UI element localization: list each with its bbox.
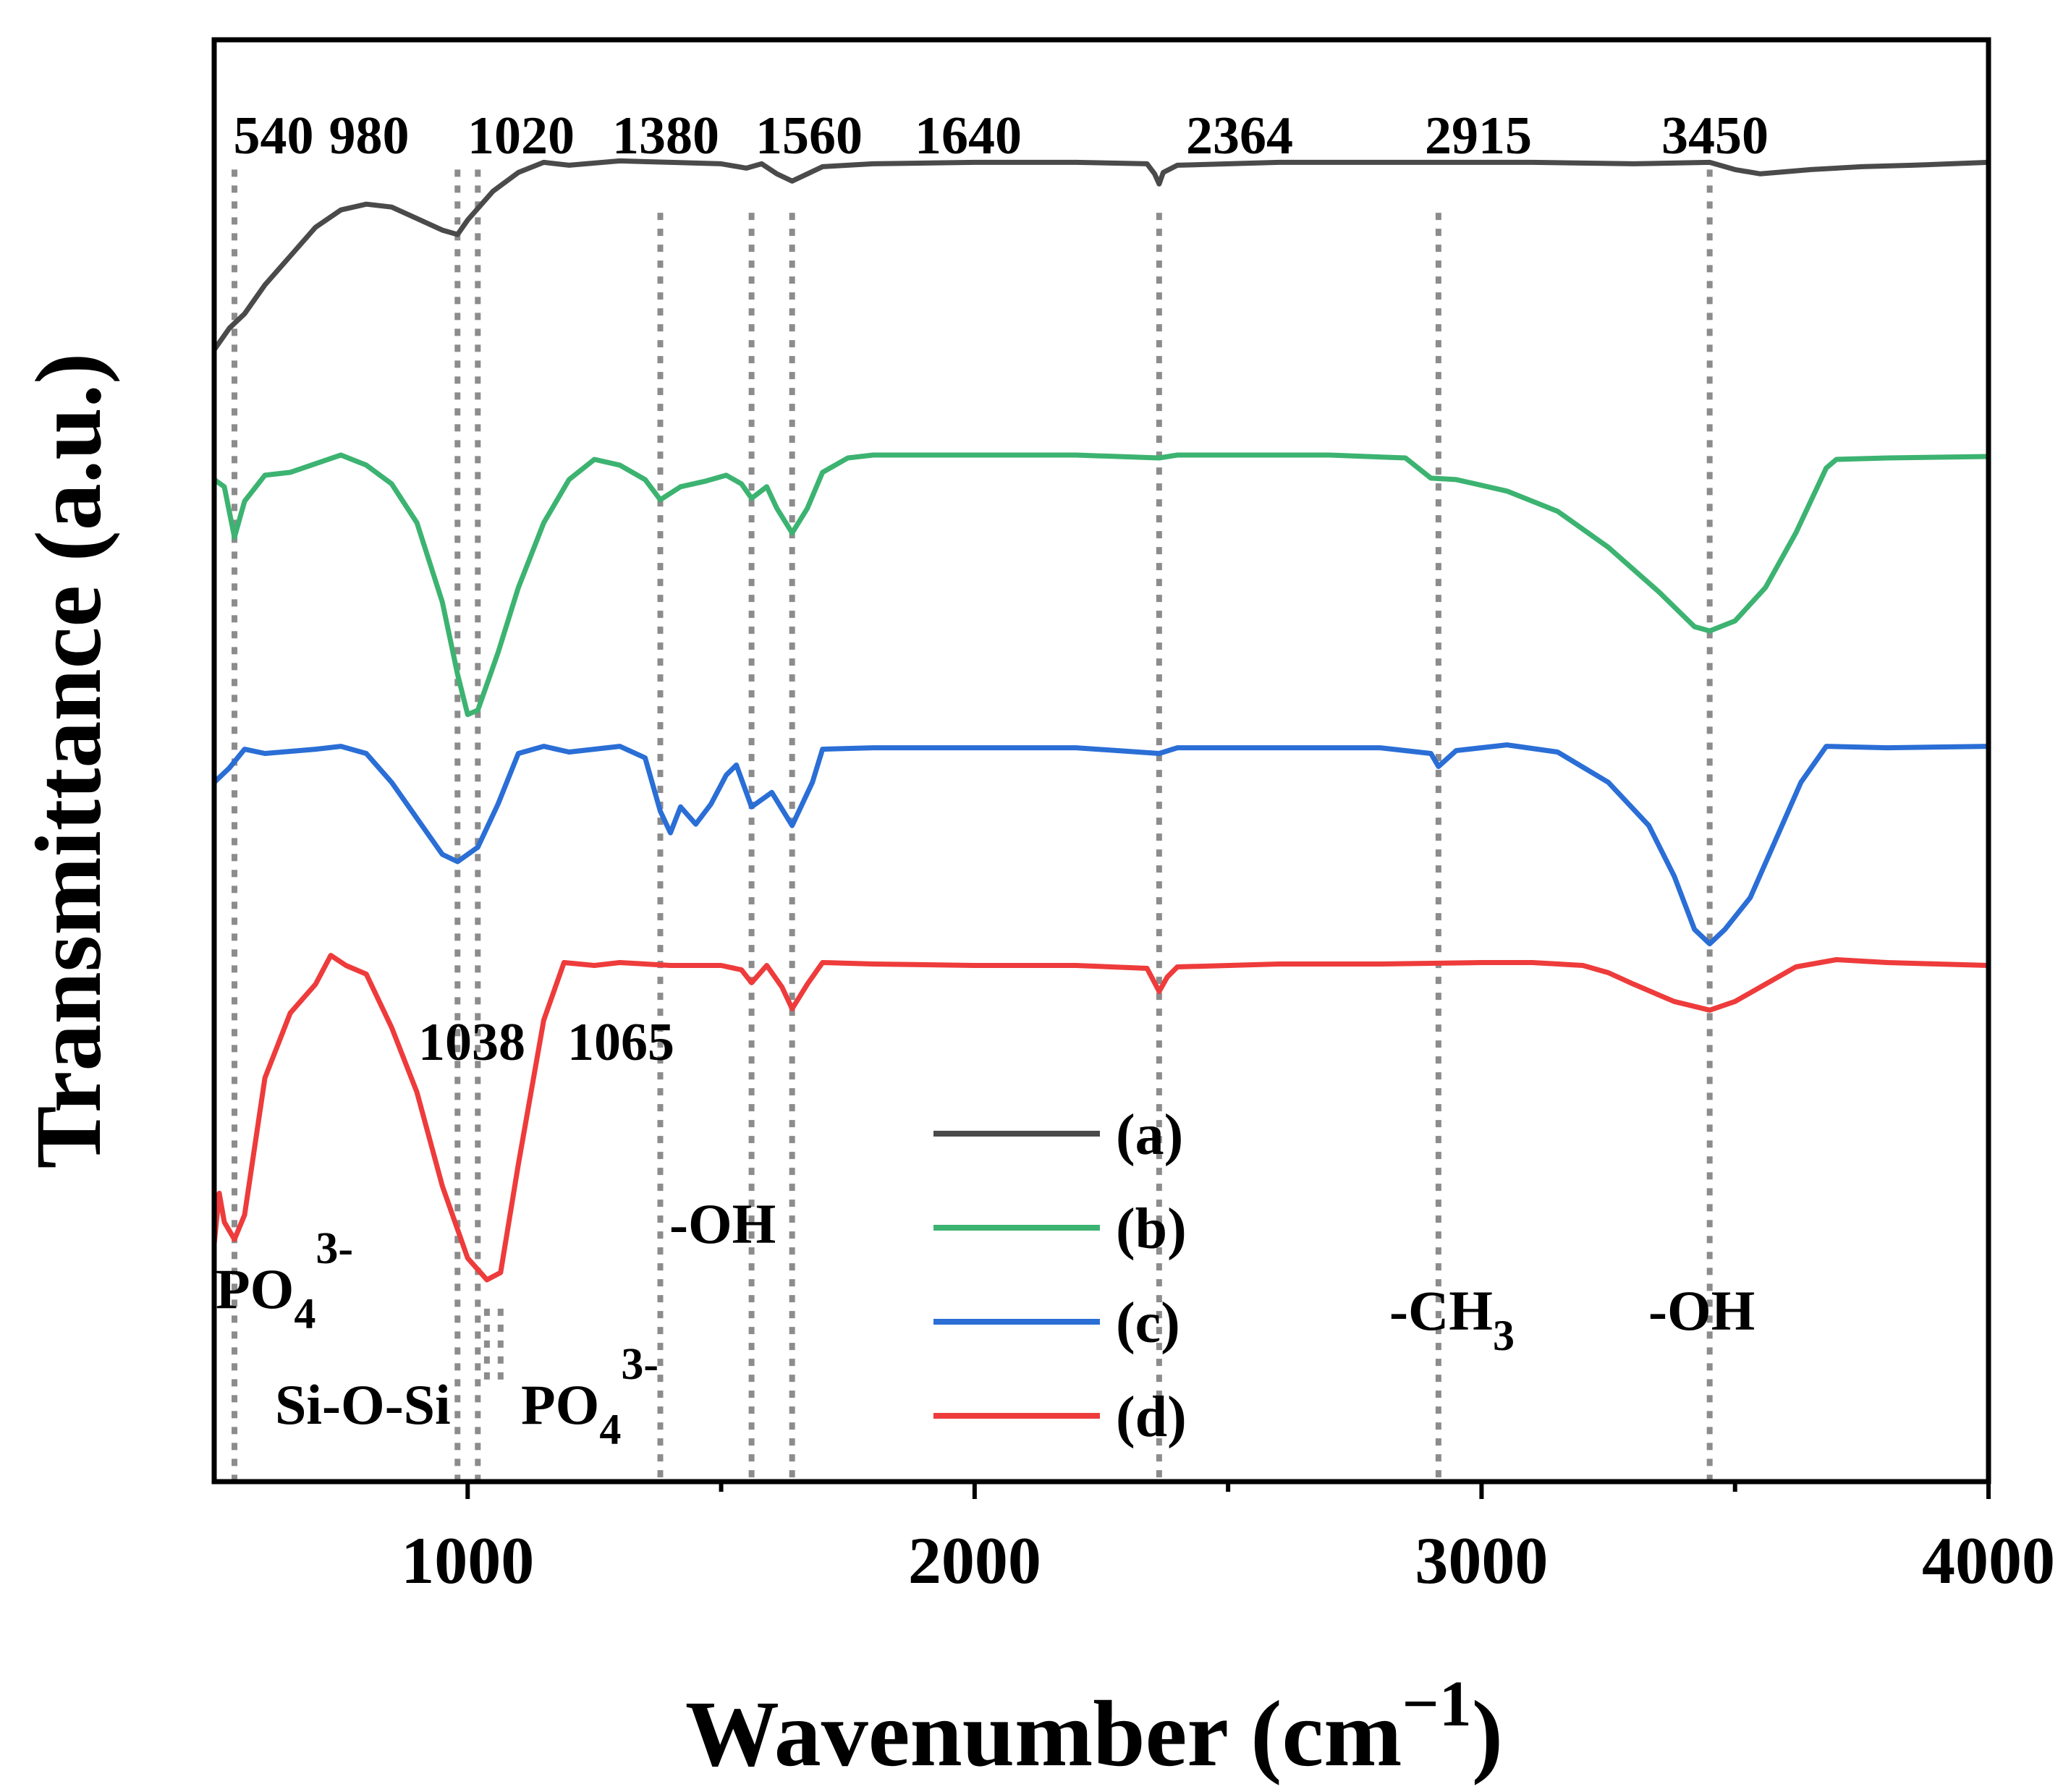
group-label-5: -OH [1648,1279,1755,1342]
series-line-a [211,158,1991,352]
marker-lines [232,169,1713,1482]
peak-label-1020: 1020 [467,106,575,166]
legend-label-c: (c) [1116,1291,1180,1355]
group-label-superscript: 3- [621,1340,658,1389]
peak-label-3450: 3450 [1661,106,1769,166]
x-tick-label-4000: 4000 [1922,1524,2055,1597]
series-lines [211,158,1991,1283]
group-label-text: PO [216,1257,294,1320]
x-tick-label-1000: 1000 [401,1524,534,1597]
series-line-c [211,742,1991,947]
plot-frame [211,37,1991,1485]
peak-label-980: 980 [329,106,410,166]
group-label-text: PO [521,1373,599,1436]
peak-label-2915: 2915 [1425,106,1532,166]
annotations: 540 980 1020 1380 1560 1640 2364 2915 3450 1038 10… [216,106,1769,1453]
group-label-text: Si-O-Si [275,1373,451,1436]
legend-label-a: (a) [1116,1103,1183,1167]
peak-label-540: 540 [234,106,314,166]
group-label-1: Si-O-Si [275,1373,451,1436]
legend-label-d: (d) [1116,1385,1187,1449]
y-axis-title: Transmittance (a.u.) [17,353,121,1169]
series-line-b [211,452,1991,718]
legend: (a) (b) (c) (d) [933,1103,1187,1449]
peak-label-1065: 1065 [567,1013,674,1072]
x-axis-title-main: Wavenumber (cm [685,1682,1402,1786]
x-axis-title: Wavenumber (cm−1) [685,1668,1503,1786]
group-label-subscript: 3 [1493,1312,1515,1359]
group-label-text: -OH [669,1192,776,1255]
x-tick-label-2000: 2000 [908,1524,1041,1597]
group-label-text: -OH [1648,1279,1755,1342]
x-tick-label-3000: 3000 [1415,1524,1548,1597]
group-label-subscript: 4 [599,1406,621,1453]
x-axis-title-close: ) [1472,1682,1503,1786]
group-label-text: -CH [1389,1279,1493,1342]
peak-label-1380: 1380 [612,106,719,166]
peak-label-1560: 1560 [755,106,863,166]
peak-label-2364: 2364 [1186,106,1293,166]
series-line-d [211,953,1991,1283]
group-label-superscript: 3- [315,1224,353,1273]
group-label-0: PO43- [216,1224,353,1338]
peak-label-1640: 1640 [915,106,1022,166]
x-axis-title-superscript: −1 [1402,1668,1471,1740]
x-axis-ticks: 1000 2000 3000 4000 [401,1482,2055,1597]
legend-label-b: (b) [1116,1197,1187,1261]
group-label-2: PO43- [521,1340,658,1453]
group-label-3: -OH [669,1192,776,1255]
peak-label-1038: 1038 [418,1013,525,1072]
group-label-subscript: 4 [294,1290,315,1338]
group-label-4: -CH3 [1389,1279,1515,1359]
